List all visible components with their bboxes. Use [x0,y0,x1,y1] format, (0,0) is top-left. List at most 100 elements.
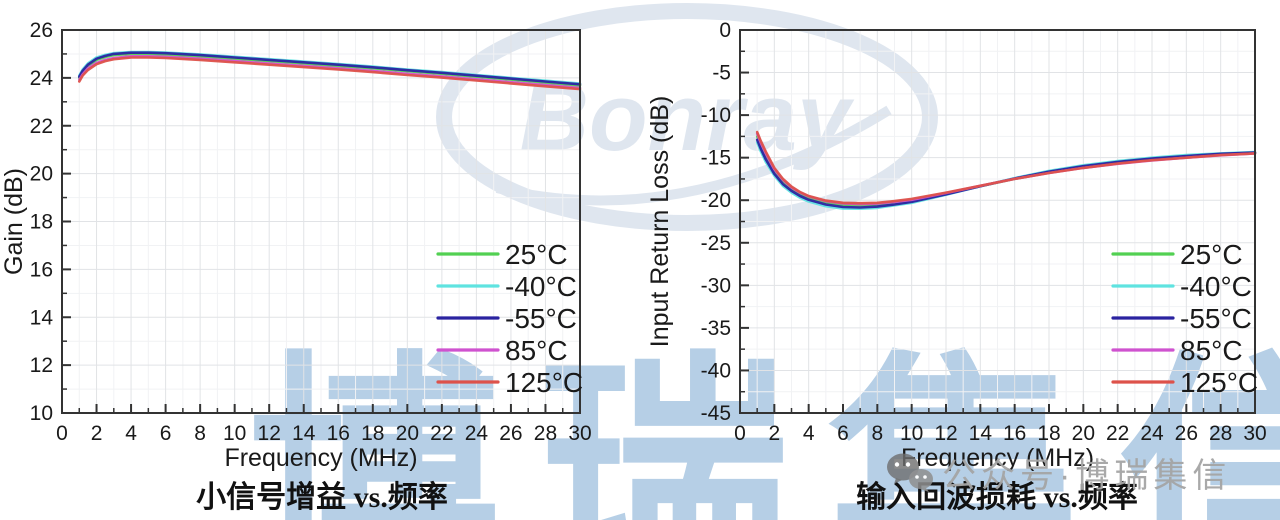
y-tick-label: 20 [30,163,53,186]
y-axis-label: Input Return Loss (dB) [646,96,674,348]
wechat-icon [887,453,933,492]
x-tick-label: 26 [1175,422,1198,445]
legend-label: 85°C [505,335,568,366]
x-axis-label: Frequency (MHz) [224,444,417,472]
legend-label: -55°C [505,303,577,334]
x-tick-label: 20 [396,422,419,445]
x-tick-label: 12 [258,422,281,445]
y-tick-label: -10 [701,104,731,127]
x-tick-label: 16 [1003,422,1026,445]
x-tick-label: 20 [1072,422,1095,445]
legend-label: 125°C [1180,367,1258,398]
x-tick-label: 14 [292,422,316,445]
x-tick-label: 28 [1209,422,1232,445]
legend-label: 125°C [505,367,583,398]
legend-125°C: 125°C [1111,367,1258,398]
y-tick-label: 22 [30,115,53,138]
x-tick-label: 30 [568,422,591,445]
y-tick-label: 0 [719,19,731,42]
legend-label: 25°C [505,239,568,270]
x-tick-label: 2 [91,422,103,445]
return-loss-chart-plot: 0 2 4 6 8 10 12 14 16 18 20 22 24 26 28 300-5-10-15-20-… [646,19,1267,472]
bonray-logo-ellipse [436,3,938,231]
series-125°C [78,56,582,91]
x-tick-label: 22 [430,422,453,445]
y-tick-label: 12 [30,354,53,377]
x-tick-label: 6 [160,422,172,445]
y-tick-label: 14 [30,306,54,329]
x-tick-label: 4 [125,422,137,445]
x-tick-label: 18 [361,422,384,445]
gain-chart-plot: 0 2 4 6 8 10 12 14 16 18 20 22 24 26 28 301012141618202… [0,19,592,472]
y-tick-label: -35 [701,317,731,340]
y-tick-label: -40 [701,359,731,382]
y-tick-label: 10 [30,402,53,425]
series--55°C [755,138,1257,209]
y-axis-label: Gain (dB) [0,168,28,275]
wechat-watermark: 公众号·博瑞集信 [886,448,1231,497]
x-tick-label: 2 [768,422,780,445]
bonray-logo-watermark: Bonray [436,3,938,231]
x-tick-label: 0 [56,422,68,445]
y-tick-label: -30 [701,274,731,297]
legend--40°C: -40°C [436,271,577,302]
x-axis-label: Frequency (MHz) [901,444,1094,472]
legend--40°C: -40°C [1111,271,1252,302]
y-tick-label: -15 [701,147,731,170]
x-tick-label: 10 [223,422,246,445]
legend-label: -55°C [1180,303,1252,334]
y-tick-label: -5 [712,62,731,85]
y-tick-label: 16 [30,258,53,281]
x-tick-label: 4 [803,422,815,445]
y-tick-label: 24 [30,67,54,90]
x-tick-label: 8 [871,422,883,445]
y-tick-label: -25 [701,232,731,255]
x-tick-label: 24 [465,422,489,445]
grid [61,29,581,414]
x-tick-label: 26 [499,422,522,445]
legend-25°C: 25°C [436,239,568,270]
series--40°C [755,141,1257,210]
cn-watermark-text: 博瑞集信 [248,337,1280,520]
legend-125°C: 125°C [436,367,583,398]
gain-chart-title: 小信号增益 vs.频率 [196,481,448,514]
x-tick-label: 18 [1037,422,1060,445]
y-tick-label: -20 [701,189,731,212]
return-loss-chart-title: 输入回波损耗 vs.频率 [856,481,1138,514]
x-tick-label: 22 [1106,422,1129,445]
x-tick-label: 12 [934,422,957,445]
legend-85°C: 85°C [1111,335,1243,366]
legend-label: 25°C [1180,239,1243,270]
legend--55°C: -55°C [1111,303,1252,334]
x-tick-label: 14 [969,422,993,445]
x-tick-label: 16 [327,422,350,445]
axes: 0 2 4 6 8 10 12 14 16 18 20 22 24 26 28 300-5-10-15-20-… [701,19,1267,445]
grid [739,29,1256,414]
y-tick-label: 26 [30,19,53,42]
x-tick-label: 0 [734,422,746,445]
legend-label: 85°C [1180,335,1243,366]
x-tick-label: 30 [1243,422,1266,445]
x-tick-label: 24 [1140,422,1164,445]
legend-25°C: 25°C [1111,239,1243,270]
x-tick-label: 28 [534,422,557,445]
series-125°C [755,130,1257,205]
x-tick-label: 8 [194,422,206,445]
y-tick-label: 18 [30,211,53,234]
axes: 0 2 4 6 8 10 12 14 16 18 20 22 24 26 28 301012141618202… [30,19,592,445]
legend-85°C: 85°C [436,335,568,366]
wechat-watermark-text: 公众号·博瑞集信 [942,457,1232,495]
series-85°C [755,132,1257,206]
series-group [755,130,1257,210]
series-25°C [755,135,1257,207]
y-tick-label: -45 [701,402,731,425]
x-tick-label: 6 [837,422,849,445]
bonray-logo-text: Bonray [520,64,855,171]
x-tick-label: 10 [900,422,923,445]
series-group [78,50,582,91]
legend-label: -40°C [1180,271,1252,302]
legend-label: -40°C [505,271,577,302]
